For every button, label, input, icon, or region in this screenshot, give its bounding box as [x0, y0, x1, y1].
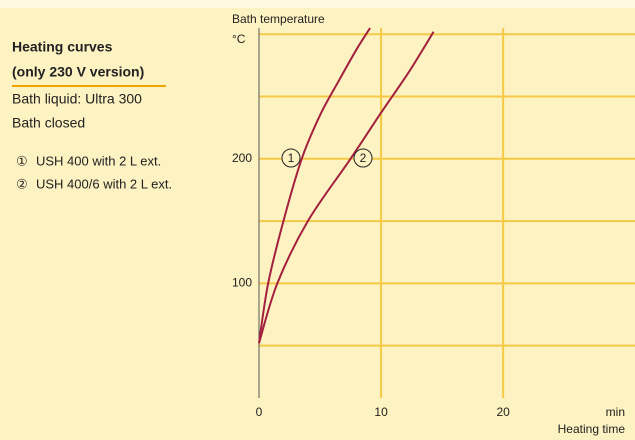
chart-title: Heating curves — [12, 39, 113, 55]
note: Bath liquid: Ultra 300 — [12, 91, 142, 107]
legend-entry: USH 400/6 with 2 L ext. — [36, 176, 172, 191]
y-axis-label: Bath temperature — [232, 12, 325, 26]
y-tick-label: 100 — [232, 276, 252, 290]
legend-marker: ② — [16, 176, 28, 191]
top-strip — [0, 0, 635, 8]
legend-marker: ① — [16, 153, 28, 168]
curve — [258, 31, 435, 344]
curve-label-circle — [281, 148, 301, 168]
legend-entry: USH 400 with 2 L ext. — [36, 153, 161, 168]
x-unit: min — [606, 405, 625, 419]
y-tick-label: 200 — [232, 151, 252, 165]
curve-label: 1 — [288, 151, 295, 165]
x-tick-label: 20 — [496, 405, 510, 419]
curve-label: 2 — [360, 151, 367, 165]
x-tick-label: 0 — [256, 405, 263, 419]
chart-subtitle: (only 230 V version) — [12, 64, 144, 80]
curve-label-circle — [353, 148, 373, 168]
y-unit: °C — [232, 32, 246, 46]
x-tick-label: 10 — [374, 405, 388, 419]
x-axis-label: Heating time — [558, 422, 626, 436]
note: Bath closed — [12, 115, 85, 131]
curve — [258, 27, 371, 344]
